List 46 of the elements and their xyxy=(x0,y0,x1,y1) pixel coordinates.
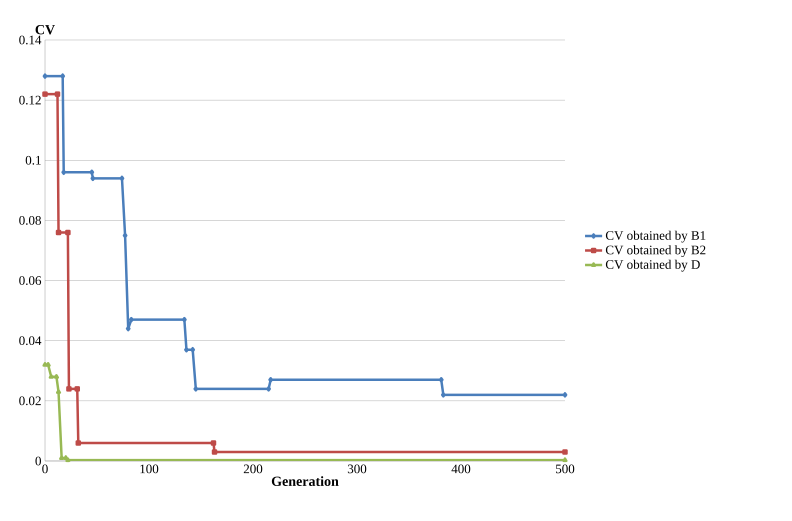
legend-label: CV obtained by B1 xyxy=(606,230,706,243)
y-tick-label: 0.14 xyxy=(19,36,42,44)
point xyxy=(65,457,70,462)
point xyxy=(56,389,62,394)
x-axis-title: Generation xyxy=(272,476,339,486)
point xyxy=(193,386,198,392)
legend-label: CV obtained by D xyxy=(606,260,700,272)
point xyxy=(562,392,568,398)
point xyxy=(212,449,218,455)
point xyxy=(440,392,446,398)
point xyxy=(66,386,72,392)
y-axis-title: CV xyxy=(36,24,55,34)
point xyxy=(122,232,128,238)
point xyxy=(562,449,568,455)
y-tick-label: 0.06 xyxy=(19,276,42,285)
point xyxy=(266,386,271,392)
point xyxy=(42,73,48,79)
y-tick-label: 0.04 xyxy=(19,336,42,346)
point xyxy=(54,91,60,97)
point xyxy=(63,455,68,460)
y-tick-label: 0.12 xyxy=(19,96,41,105)
point xyxy=(54,374,59,379)
point xyxy=(56,230,62,236)
point xyxy=(562,457,568,462)
point xyxy=(90,176,96,182)
point xyxy=(48,374,54,379)
x-tick-label: 0 xyxy=(42,464,48,474)
point xyxy=(65,230,71,236)
point xyxy=(60,73,66,79)
point xyxy=(74,386,80,392)
y-tick-label: 0.08 xyxy=(19,216,41,225)
x-tick-label: 400 xyxy=(452,464,470,474)
legend-label: CV obtained by B2 xyxy=(606,245,706,258)
y-tick-label: 0.02 xyxy=(19,396,41,406)
point xyxy=(46,362,51,367)
point xyxy=(59,455,64,460)
y-tick-label: 0 xyxy=(35,456,41,466)
y-tick-label: 0.1 xyxy=(26,156,41,165)
x-tick-label: 100 xyxy=(140,464,158,474)
point xyxy=(42,91,48,97)
point xyxy=(76,440,82,446)
point xyxy=(128,316,134,322)
point xyxy=(210,440,216,446)
x-tick-label: 200 xyxy=(244,464,262,474)
x-tick-label: 500 xyxy=(556,464,574,474)
x-tick-label: 300 xyxy=(348,464,366,474)
